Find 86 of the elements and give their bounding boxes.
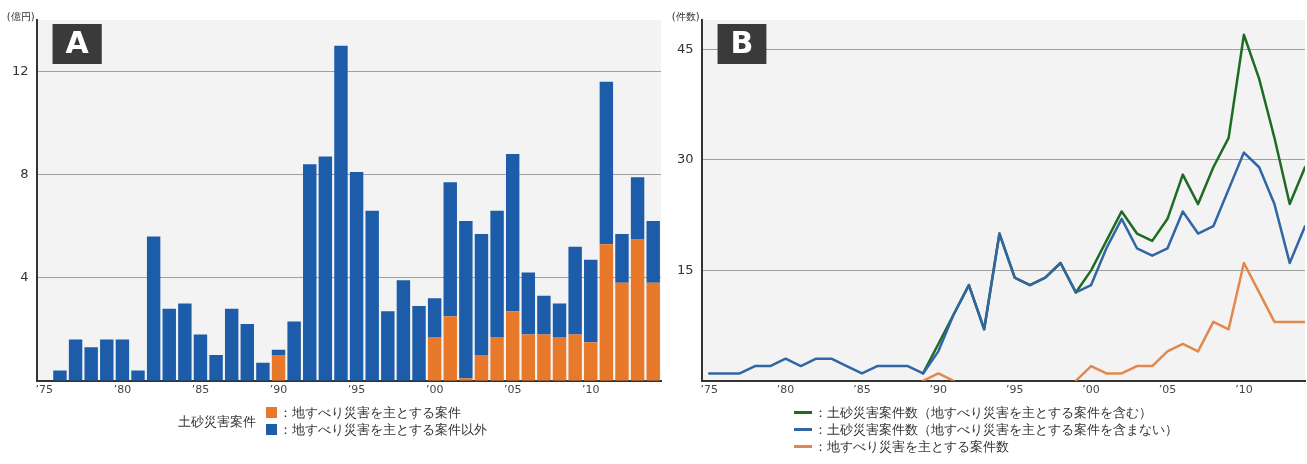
- bar: [412, 306, 426, 381]
- bar: [552, 303, 567, 337]
- bar: [537, 334, 551, 381]
- x-tick-label: ’90: [269, 383, 288, 397]
- bar: [287, 321, 301, 381]
- bar: [100, 339, 114, 381]
- bar: [615, 233, 629, 283]
- x-tick-label: ’00: [1082, 383, 1100, 397]
- x-tick-label: ’80: [776, 383, 795, 397]
- bar: [474, 233, 489, 356]
- bar: [209, 355, 223, 381]
- x-tick-label: ’90: [929, 383, 948, 397]
- x-tick-label: ’05: [1158, 383, 1177, 397]
- x-tick-label: ’10: [582, 383, 600, 397]
- bar: [474, 355, 489, 381]
- bar: [115, 339, 130, 381]
- y-tick-label: 8: [20, 166, 29, 181]
- chart-title: A: [65, 24, 90, 60]
- x-tick-label: ’75: [35, 383, 54, 397]
- bar: [505, 154, 520, 312]
- bar: [427, 298, 442, 337]
- y-tick-label: 45: [677, 40, 694, 56]
- bar: [537, 295, 551, 335]
- bar: [584, 259, 598, 343]
- bar: [568, 334, 582, 381]
- bar: [505, 311, 520, 381]
- bar: [318, 156, 333, 381]
- x-tick-label: ’75: [700, 383, 718, 397]
- y-axis-title: (件数): [671, 10, 700, 22]
- bar: [256, 362, 270, 381]
- bar: [459, 221, 473, 379]
- chart-title: B: [730, 24, 754, 60]
- bar: [271, 349, 286, 356]
- y-tick-label: 15: [677, 261, 694, 277]
- bar: [68, 339, 83, 381]
- bar: [599, 81, 614, 245]
- x-tick-label: ’85: [191, 383, 210, 397]
- bar: [646, 221, 660, 283]
- bar: [521, 334, 536, 381]
- bar: [396, 280, 411, 381]
- bar: [521, 272, 536, 335]
- bar: [365, 210, 379, 381]
- bar: [646, 282, 660, 381]
- bar: [146, 236, 161, 381]
- x-tick-label: ’10: [1235, 383, 1253, 397]
- bar: [178, 303, 192, 381]
- x-tick-label: ’95: [347, 383, 366, 397]
- bar: [303, 164, 317, 381]
- bar: [443, 182, 457, 317]
- x-tick-label: ’80: [113, 383, 132, 397]
- y-tick-label: 12: [12, 62, 29, 78]
- bar: [552, 336, 567, 381]
- bar: [84, 347, 98, 381]
- bar: [334, 45, 348, 381]
- bar: [490, 210, 504, 337]
- x-tick-label: ’00: [425, 383, 444, 397]
- bar: [193, 334, 208, 381]
- bar: [599, 244, 614, 381]
- bar: [584, 342, 598, 381]
- x-tick-label: ’95: [1005, 383, 1024, 397]
- bar: [630, 177, 645, 240]
- y-tick-label: 4: [20, 269, 29, 285]
- bar: [615, 282, 629, 381]
- bar: [162, 308, 176, 381]
- legend-label: ：地すべり災害を主とする案件以外: [279, 421, 487, 438]
- bar: [131, 370, 145, 381]
- bar: [427, 336, 442, 381]
- bar: [240, 324, 255, 381]
- bar: [630, 239, 645, 381]
- bar: [53, 370, 67, 381]
- bar: [568, 246, 582, 335]
- bar: [271, 355, 286, 381]
- x-tick-label: ’05: [503, 383, 522, 397]
- bar: [443, 316, 457, 381]
- y-axis-title: (億円): [6, 10, 35, 22]
- legend-label: ：土砂災害案件数（地すべり災害を主とする案件を含まない）: [814, 421, 1178, 438]
- x-tick-label: ’85: [853, 383, 871, 397]
- bar: [224, 308, 239, 381]
- bar: [381, 311, 395, 381]
- bar: [349, 172, 364, 381]
- legend-label: ：土砂災害案件数（地すべり災害を主とする案件を含む）: [814, 404, 1152, 421]
- legend-title: 土砂災害案件: [178, 412, 256, 430]
- legend-label: ：地すべり災害を主とする案件: [279, 404, 461, 421]
- y-tick-label: 30: [677, 151, 694, 167]
- bar: [490, 336, 504, 381]
- legend-label: ：地すべり災害を主とする案件数: [814, 438, 1009, 455]
